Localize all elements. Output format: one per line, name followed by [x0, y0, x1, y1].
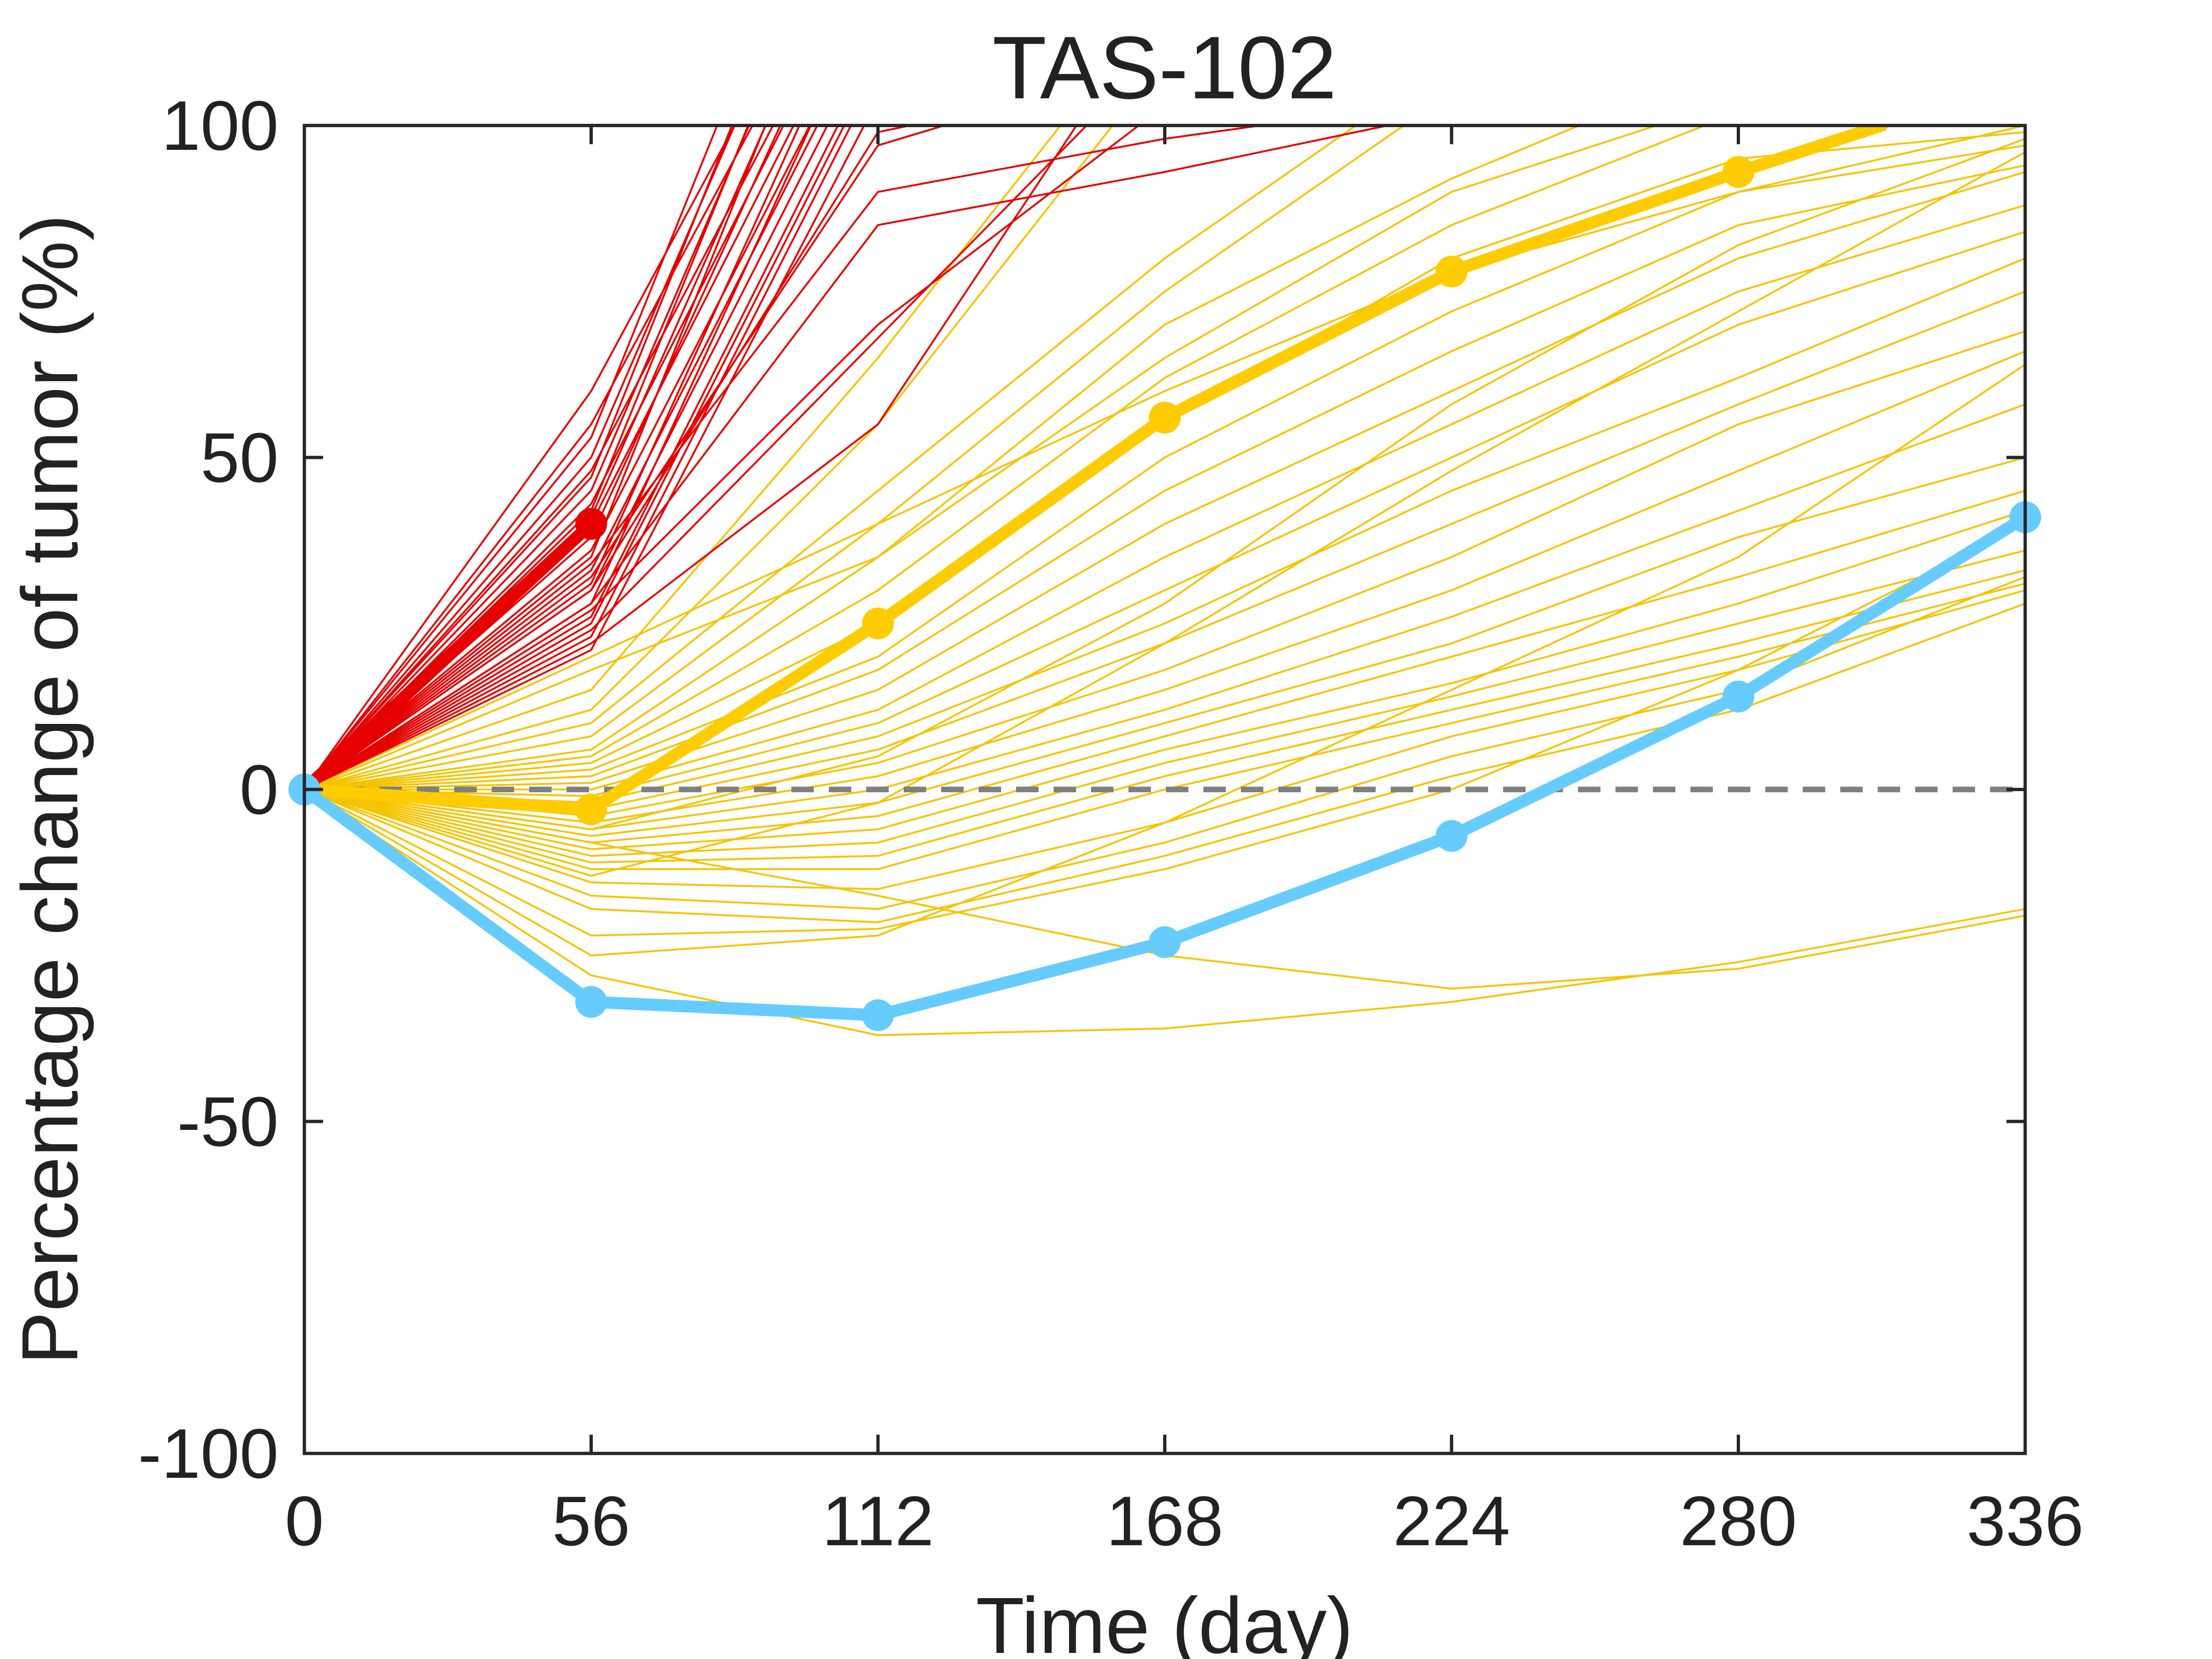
y-tick-label: 0: [240, 750, 279, 829]
intermediate-trajectory-line: [304, 204, 2025, 790]
mean-point: [1722, 156, 1755, 188]
y-tick-label: 50: [200, 418, 279, 497]
progressive-trajectory-line: [304, 125, 1393, 790]
intermediate-trajectory-line: [304, 138, 2025, 831]
progressive-trajectory-line: [304, 125, 774, 790]
progressive-trajectory-line: [304, 125, 846, 790]
mean-point: [862, 999, 894, 1032]
progressive-trajectory-line: [304, 125, 736, 790]
intermediate-trajectory-line: [304, 125, 1659, 790]
progressive-trajectory-line: [304, 125, 733, 790]
intermediate-trajectory-line: [304, 789, 2025, 1036]
progressive-trajectory-line: [304, 125, 767, 790]
progressive-trajectory-line: [304, 125, 718, 790]
progressive-trajectory-line: [304, 125, 811, 790]
mean-point: [1149, 401, 1181, 434]
intermediate-trajectory-line: [304, 125, 1707, 790]
progressive-trajectory-line: [304, 125, 852, 790]
intermediate-trajectory-line: [304, 125, 2025, 790]
progressive-trajectory-line: [304, 125, 1141, 790]
y-tick-label: -50: [177, 1082, 279, 1161]
axis-ticks: 0 56 112 168 224 280 336 -100 -50 0 50 100: [138, 86, 2084, 1560]
y-tick-label: 100: [162, 86, 279, 165]
intermediate-trajectory-line: [304, 125, 1582, 790]
intermediate-trajectory-line: [304, 457, 2025, 837]
progressive-trajectory-line: [304, 125, 736, 790]
mean-point: [575, 986, 607, 1018]
x-tick-label: 168: [1106, 1482, 1223, 1560]
intermediate-trajectory-line: [304, 125, 1062, 790]
mean-trajectory-line: [304, 517, 597, 796]
progressive-trajectory-line: [304, 125, 865, 790]
chart-title: TAS-102: [992, 18, 1337, 118]
y-tick-label: -100: [138, 1414, 279, 1493]
progressive-trajectory-line: [304, 125, 914, 790]
x-axis-label: Time (day): [976, 1581, 1353, 1659]
progressive-trajectory-line: [304, 125, 1078, 790]
intermediate-trajectory-line: [304, 151, 2025, 877]
progressive-trajectory-line: [304, 125, 1088, 790]
mean-point: [575, 793, 607, 826]
progressive-trajectory-line: [304, 125, 839, 790]
y-axis-label: Percentage change of tumor (%): [6, 214, 95, 1365]
intermediate-trajectory-line: [304, 523, 2025, 936]
progressive-trajectory-line: [304, 125, 818, 790]
individual-trajectories: [304, 125, 2025, 1036]
x-tick-label: 336: [1967, 1482, 2084, 1560]
mean-point: [1149, 926, 1181, 959]
progressive-trajectory-line: [304, 125, 1268, 790]
x-tick-label: 280: [1680, 1482, 1797, 1560]
x-tick-label: 0: [285, 1482, 324, 1560]
progressive-trajectory-line: [304, 125, 801, 790]
intermediate-trajectory-line: [304, 582, 2025, 870]
mean-point: [575, 508, 607, 540]
mean-point: [1436, 255, 1467, 288]
x-tick-label: 224: [1393, 1482, 1510, 1560]
intermediate-trajectory-line: [304, 171, 2025, 790]
intermediate-trajectory-line: [304, 363, 2025, 957]
mean-point: [862, 607, 894, 640]
mean-point: [1722, 680, 1755, 713]
intermediate-trajectory-line: [304, 164, 2025, 790]
mean-point: [1436, 820, 1467, 852]
intermediate-trajectory-line: [304, 569, 2025, 863]
intermediate-trajectory-line: [304, 549, 2025, 857]
progressive-trajectory-line: [304, 125, 750, 790]
progressive-trajectory-line: [304, 125, 754, 790]
x-tick-label: 112: [822, 1482, 934, 1560]
intermediate-trajectory-line: [304, 125, 1358, 790]
x-tick-label: 56: [552, 1482, 630, 1560]
intermediate-trajectory-line: [304, 125, 1114, 790]
intermediate-trajectory-line: [304, 509, 2025, 850]
